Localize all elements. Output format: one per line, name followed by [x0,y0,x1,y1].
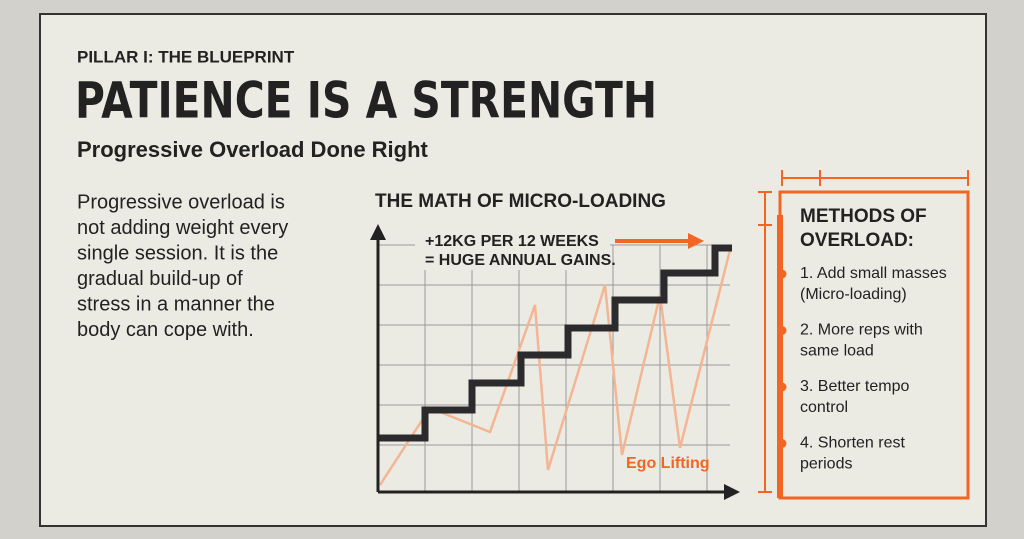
title: PATIENCE IS A STRENGTH [75,72,657,130]
subtitle: Progressive Overload Done Right [77,137,429,162]
body-line: Progressive overload is [77,191,285,213]
methods-title: OVERLOAD: [800,230,914,251]
body-line: not adding weight every [77,217,288,239]
methods-list: 1. Add small masses (Micro-loading) 2. Mor… [777,265,947,473]
method-line: 2. More reps with [800,322,923,339]
staircase [378,244,732,442]
body-line: stress in a manner the [77,293,275,315]
body-line: single session. It is the [77,242,278,264]
method-line: same load [800,343,874,360]
annotation: +12KG PER 12 WEEKS [425,233,599,250]
annotation: = HUGE ANNUAL GAINS. [425,252,616,269]
method-line: periods [800,456,852,473]
method-line: 3. Better tempo [800,378,909,395]
kicker: PILLAR I: THE BLUEPRINT [77,47,295,66]
chart: +12KG PER 12 WEEKS = HUGE ANNUAL GAINS. … [370,224,740,500]
line-label: Ego Lifting [626,455,710,472]
body-line: gradual build-up of [77,268,243,290]
method-line: 1. Add small masses [800,265,947,282]
x-arrow [724,484,740,500]
y-arrow [370,224,386,240]
method-line: control [800,399,848,416]
method-line: (Micro-loading) [800,286,907,303]
chart-title: THE MATH OF MICRO-LOADING [375,191,666,212]
bullet [777,326,787,335]
annotation-bg [415,230,610,270]
body-text: Progressive overload is not adding weight… [77,191,288,341]
body-line: body can cope with. [77,319,254,341]
arrowhead [688,233,704,249]
bullet [777,382,787,392]
bullet [777,269,787,279]
bullet [777,439,787,448]
method-line: 4. Shorten rest [800,435,906,452]
methods-title: METHODS OF [800,206,927,227]
ego-line [378,249,732,486]
